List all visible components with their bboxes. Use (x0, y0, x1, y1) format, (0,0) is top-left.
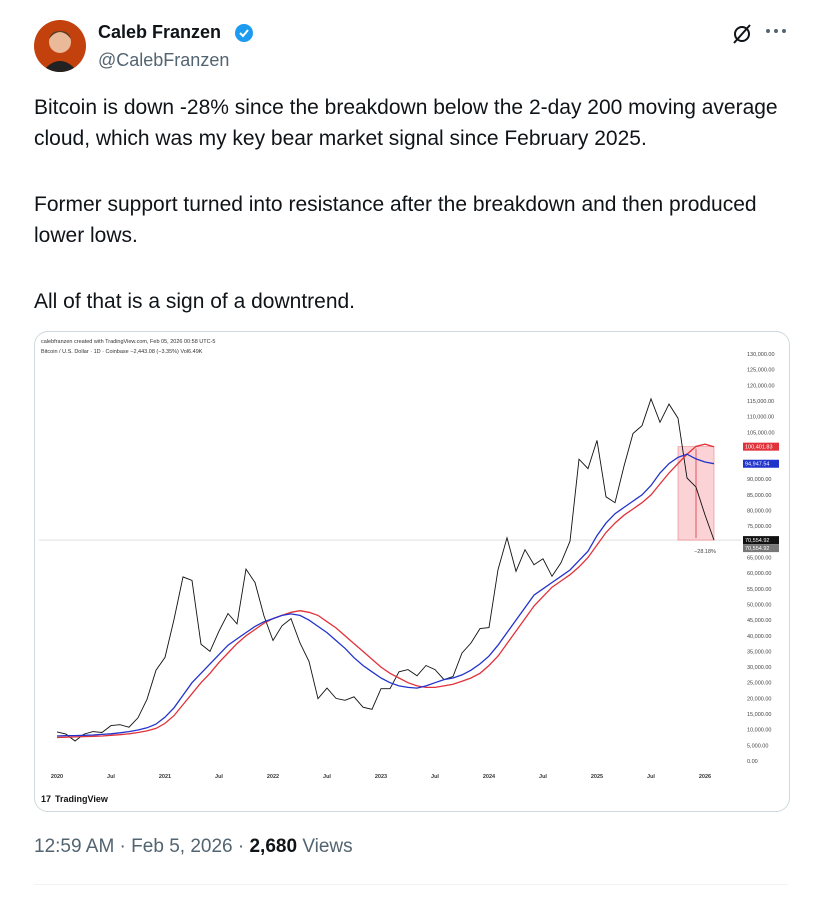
y-tick-label: 130,000.00 (747, 352, 775, 358)
display-name[interactable]: Caleb Franzen (98, 22, 222, 42)
y-tick-label: 5,000.00 (747, 743, 768, 749)
tweet-text: Bitcoin is down -28% since the breakdown… (34, 92, 794, 352)
x-tick-label: 2026 (699, 774, 711, 780)
y-tick-label: 20,000.00 (747, 696, 771, 702)
x-tick-label: 2020 (51, 774, 63, 780)
x-tick-label: Jul (323, 774, 331, 780)
paragraph: Former support turned into resistance af… (34, 193, 757, 247)
price-tag-label: 100,401.83 (745, 445, 773, 451)
y-tick-label: 90,000.00 (747, 477, 771, 483)
price-tag-label: 70,554.92 (745, 546, 769, 552)
x-tick-label: Jul (215, 774, 223, 780)
annotation: −28.18% (694, 549, 716, 555)
paragraph: Bitcoin is down -28% since the breakdown… (34, 96, 778, 150)
price-tag-label: 94,947.54 (745, 462, 769, 468)
y-tick-label: 25,000.00 (747, 681, 771, 687)
grok-icon[interactable] (730, 22, 754, 46)
series-line (56, 453, 715, 737)
divider (34, 884, 788, 885)
brand-logo: 17 TradingView (41, 794, 109, 804)
chart-header: calebfranzen created with TradingView.co… (41, 339, 215, 345)
price-tag (743, 442, 779, 451)
x-tick-label: Jul (647, 774, 655, 780)
x-tick-label: Jul (431, 774, 439, 780)
y-tick-label: 125,000.00 (747, 368, 775, 374)
series-line (56, 397, 715, 742)
x-tick-label: Jul (107, 774, 115, 780)
y-tick-label: 115,000.00 (747, 399, 774, 405)
brand-mark: 17 (41, 794, 51, 804)
x-tick-label: 2023 (375, 774, 387, 780)
time[interactable]: 12:59 AM (34, 836, 115, 857)
view-count: 2,680 (249, 836, 298, 857)
y-tick-label: 55,000.00 (747, 587, 771, 593)
y-tick-label: 60,000.00 (747, 571, 771, 577)
price-tag-label: 70,554.92 (745, 538, 769, 544)
more-menu[interactable] (765, 26, 787, 36)
x-tick-label: 2022 (267, 774, 279, 780)
chart-subtitle: Bitcoin / U.S. Dollar · 1D · Coinbase −2… (41, 349, 203, 355)
x-tick-label: 2025 (591, 774, 603, 780)
y-tick-label: 80,000.00 (747, 509, 771, 515)
y-tick-label: 85,000.00 (747, 493, 771, 499)
brand-name: TradingView (55, 794, 109, 804)
chart[interactable]: calebfranzen created with TradingView.co… (34, 331, 790, 812)
x-tick-label: Jul (539, 774, 547, 780)
y-tick-label: 120,000.00 (747, 383, 775, 389)
x-tick-label: 2024 (483, 774, 496, 780)
y-tick-label: 15,000.00 (747, 712, 771, 718)
y-tick-label: 35,000.00 (747, 649, 771, 655)
price-tag (743, 536, 779, 545)
y-tick-label: 0.00 (747, 759, 758, 765)
y-tick-label: 65,000.00 (747, 556, 771, 562)
y-tick-label: 45,000.00 (747, 618, 771, 624)
x-tick-label: 2021 (159, 774, 171, 780)
y-tick-label: 110,000.00 (747, 415, 774, 421)
avatar[interactable] (34, 20, 86, 72)
y-tick-label: 10,000.00 (747, 728, 771, 734)
handle[interactable]: @CalebFranzen (98, 50, 230, 70)
verified-badge (235, 24, 253, 42)
series-line (56, 443, 715, 739)
paragraph: All of that is a sign of a downtrend. (34, 290, 356, 313)
y-tick-label: 105,000.00 (747, 430, 775, 436)
y-tick-label: 75,000.00 (747, 524, 771, 530)
views-label: Views (302, 836, 353, 857)
price-tag (743, 544, 779, 553)
y-tick-label: 30,000.00 (747, 665, 771, 671)
y-tick-label: 50,000.00 (747, 602, 771, 608)
date[interactable]: Feb 5, 2026 (131, 836, 233, 857)
tweet-meta: 12:59 AM · Feb 5, 2026 · 2,680 Views (34, 836, 353, 857)
price-tag (743, 459, 779, 468)
y-tick-label: 40,000.00 (747, 634, 771, 640)
